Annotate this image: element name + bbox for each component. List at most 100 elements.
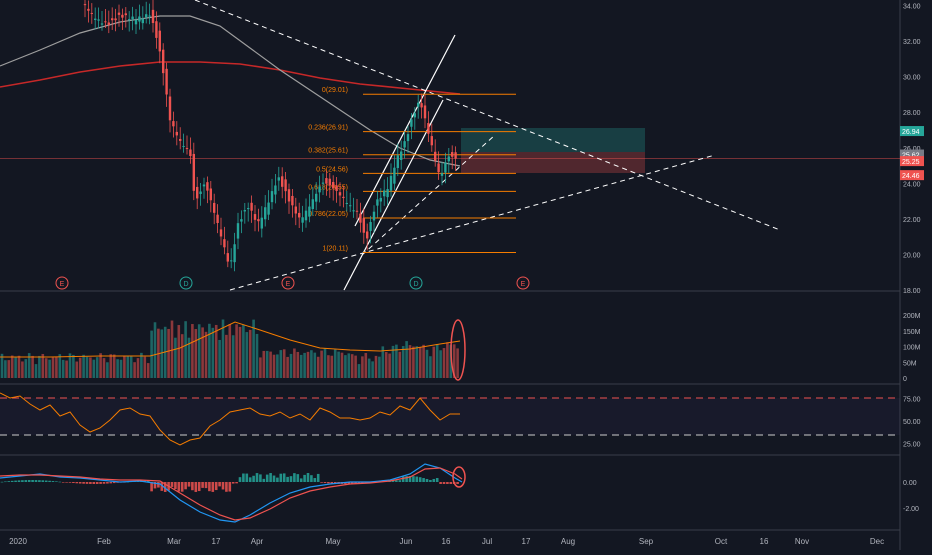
macd-histogram-bar	[456, 482, 459, 484]
macd-highlight-ellipse[interactable]	[452, 466, 466, 488]
macd-histogram-bar	[296, 474, 300, 482]
upper-trendline[interactable]	[194, 0, 781, 231]
event-marker-label: E	[521, 281, 526, 288]
event-marker	[55, 276, 69, 290]
candle-body	[179, 138, 182, 141]
candle-body	[308, 206, 311, 217]
candle-body	[427, 123, 430, 134]
volume-bar	[204, 331, 208, 378]
macd-histogram-bar	[31, 480, 34, 482]
macd-histogram-bar	[361, 482, 364, 484]
candle-body	[209, 188, 212, 201]
volume-bar	[262, 350, 266, 378]
channel-upper-line[interactable]	[354, 34, 456, 227]
candle-body	[410, 119, 413, 127]
macd-histogram-bar	[160, 482, 164, 491]
rsi-pane[interactable]: 75.00 50.00 25.00	[0, 392, 921, 449]
macd-histogram-bar	[208, 482, 211, 492]
volume-bar	[272, 354, 276, 378]
volume-bar	[354, 355, 357, 378]
volume-pane[interactable]: 200M 150M 100M 50M 0	[0, 313, 921, 383]
volume-bar	[235, 324, 238, 378]
lower-trendline[interactable]	[229, 154, 716, 291]
macd-histogram-bar	[255, 473, 259, 482]
candle-body	[107, 22, 110, 25]
macd-histogram-bar	[272, 475, 276, 482]
macd-histogram-bar	[10, 480, 14, 482]
volume-bar	[116, 359, 119, 378]
volume-bar	[197, 324, 201, 378]
volume-tick-label: 0	[903, 376, 907, 383]
volume-bar	[228, 323, 232, 378]
volume-bar	[418, 346, 422, 378]
price-tick-label: 34.00	[903, 4, 921, 11]
macd-histogram-bar	[432, 478, 436, 482]
candle-body	[400, 151, 403, 161]
macd-histogram-bar	[354, 482, 357, 484]
macd-axis: 0.00 -2.00	[903, 480, 919, 513]
volume-bar	[286, 356, 289, 378]
volume-bar	[293, 348, 296, 378]
fib-level-label: 0.618(23.55)	[308, 184, 348, 191]
macd-histogram-bar	[48, 480, 51, 482]
candle-body	[274, 185, 277, 195]
volume-bar	[439, 350, 442, 378]
macd-pane[interactable]: 0.00 -2.00	[0, 463, 919, 523]
macd-histogram-bar	[78, 482, 82, 484]
volume-bar	[4, 360, 7, 378]
macd-histogram-bar	[197, 482, 201, 492]
volume-bar	[136, 358, 140, 378]
channel-mid-trendline[interactable]	[361, 134, 496, 256]
volume-highlight-ellipse[interactable]	[450, 319, 466, 381]
candle-body	[321, 182, 325, 184]
macd-histogram-bar	[425, 478, 429, 482]
candle-body	[413, 113, 416, 118]
macd-histogram-bar	[276, 477, 279, 482]
volume-bar	[48, 359, 51, 378]
volume-bar	[282, 349, 286, 378]
macd-histogram-bar	[170, 482, 174, 487]
volume-bar	[221, 319, 225, 378]
macd-histogram-bar	[350, 482, 354, 484]
macd-histogram-bar	[449, 482, 453, 484]
macd-histogram-bar	[146, 480, 150, 482]
volume-bar	[218, 339, 221, 378]
price-label-text: 25.25	[902, 159, 920, 166]
position-loss-zone[interactable]	[461, 152, 645, 173]
ma-50-line	[0, 15, 461, 167]
price-pane[interactable]: 0(29.01) 0.236(26.91) 0.382(25.61) 0.5(24.5…	[0, 0, 924, 295]
fib-level-label: 0.5(24.56)	[316, 166, 348, 173]
price-tick-label: 22.00	[903, 217, 921, 224]
candle-body	[369, 222, 372, 231]
volume-bar	[310, 350, 313, 378]
volume-bar	[143, 356, 147, 378]
macd-histogram-bar	[303, 474, 306, 482]
volume-bar	[405, 341, 408, 378]
volume-bar	[442, 348, 446, 378]
volume-bar	[208, 323, 211, 378]
time-tick-label: May	[325, 537, 340, 546]
macd-histogram-bar	[180, 482, 184, 492]
macd-histogram-bar	[242, 473, 245, 482]
fibonacci-retracement[interactable]: 0(29.01) 0.236(26.91) 0.382(25.61) 0.5(24.5…	[308, 87, 516, 253]
volume-bar	[167, 328, 170, 378]
price-label-text: 26.94	[902, 129, 920, 136]
candle-body	[233, 244, 236, 263]
candle-body	[219, 229, 223, 237]
volume-bar	[191, 324, 194, 378]
price-tick-label: 18.00	[903, 288, 921, 295]
volume-bar	[364, 353, 368, 378]
candle-body	[349, 205, 352, 207]
candle-body	[148, 15, 151, 17]
candle-body	[294, 206, 297, 214]
volume-bar	[75, 361, 79, 378]
candle-body	[145, 14, 148, 18]
candle-body	[444, 162, 447, 173]
volume-bar	[388, 353, 391, 378]
volume-bar	[323, 348, 327, 378]
volume-bar	[269, 351, 272, 378]
candle-body	[213, 202, 216, 213]
